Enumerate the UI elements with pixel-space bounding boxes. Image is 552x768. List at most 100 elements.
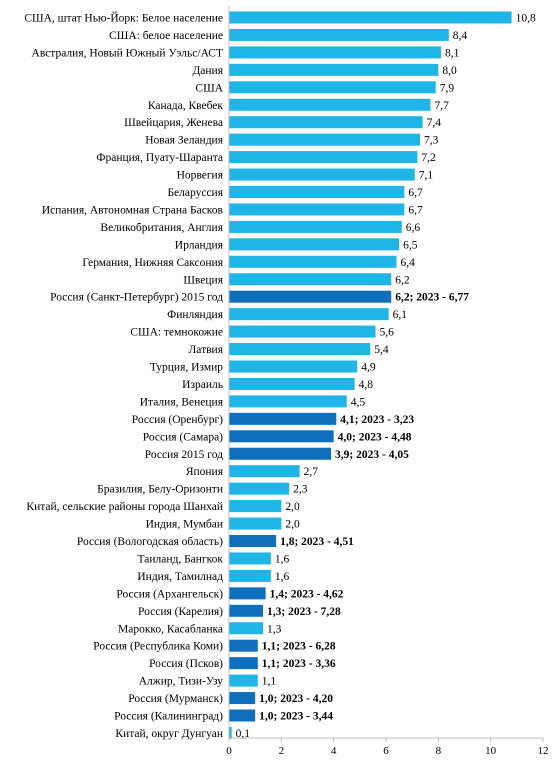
bar <box>229 220 402 233</box>
category-label: Россия (Псков) <box>149 658 223 670</box>
data-label: 5,6 <box>380 327 395 339</box>
x-axis: 0 2 4 6 8 10 12 <box>226 5 549 757</box>
data-label: 2,0 <box>285 501 300 513</box>
category-label: Испания, Автономная Страна Басков <box>42 204 224 216</box>
data-label: 3,9; 2023 - 4,05 <box>335 449 409 461</box>
category-label: Россия (Республика Коми) <box>93 641 223 653</box>
bar <box>229 273 392 286</box>
bars-layer <box>229 11 512 739</box>
bar-russia <box>229 447 332 460</box>
bar <box>229 500 282 513</box>
category-label: Россия (Калининград) <box>114 711 223 723</box>
bar <box>229 28 449 41</box>
category-label: Израиль <box>182 379 223 391</box>
data-label: 10,8 <box>516 13 536 25</box>
category-label: Канада, Квебек <box>148 100 224 112</box>
labels-layer: США, штат Нью-Йорк: Белое население 10,8 С… <box>24 11 536 740</box>
bar-russia <box>229 709 256 722</box>
category-label: Ирландия <box>175 239 224 251</box>
data-label: 6,5 <box>403 239 418 251</box>
bar <box>229 308 389 321</box>
category-label: Китай, сельские районы города Шанхай <box>26 501 223 513</box>
bar <box>229 465 300 478</box>
category-label: Китай, округ Дунгуан <box>115 728 223 740</box>
bar <box>229 395 347 408</box>
bar <box>229 622 264 635</box>
x-tick-label: 6 <box>383 745 389 757</box>
bar <box>229 116 423 129</box>
category-label: Япония <box>186 466 224 478</box>
category-label: Франция, Пуату-Шаранта <box>96 152 223 164</box>
data-label: 1,3; 2023 - 7,28 <box>267 606 341 618</box>
bar-russia <box>229 535 277 547</box>
data-label: 1,1; 2023 - 3,36 <box>262 658 336 670</box>
data-label: 4,9 <box>361 362 376 374</box>
bar <box>229 46 441 59</box>
bar <box>229 552 271 565</box>
category-label: Италия, Венеция <box>140 396 224 408</box>
data-label: 7,4 <box>427 117 442 129</box>
data-label: 8,1 <box>445 47 460 59</box>
category-label: Дания <box>192 65 223 77</box>
bar <box>229 168 415 181</box>
category-label: Финляндия <box>167 309 224 321</box>
x-tick-label: 2 <box>279 745 285 757</box>
bar <box>229 569 271 582</box>
bar <box>229 255 397 268</box>
data-label: 4,0; 2023 - 4,48 <box>338 431 412 443</box>
data-label: 1,6 <box>275 571 290 583</box>
data-label: 4,8 <box>359 379 374 391</box>
bar <box>229 98 431 111</box>
data-label: 6,6 <box>406 222 421 234</box>
data-label: 7,2 <box>421 152 436 164</box>
data-label: 7,7 <box>434 100 449 112</box>
category-label: США: темнокожие <box>130 327 223 339</box>
bar <box>229 11 512 24</box>
category-label: Россия (Карелия) <box>138 606 223 618</box>
x-tick-label: 8 <box>436 745 442 757</box>
data-label: 4,1; 2023 - 3,23 <box>340 414 414 426</box>
data-label: 6,2; 2023 - 6,77 <box>395 292 469 304</box>
category-label: Россия (Самара) <box>143 431 223 443</box>
bar-russia <box>229 290 392 303</box>
bar-russia <box>229 587 266 600</box>
category-label: Турция, Измир <box>150 362 223 374</box>
category-label: Норвегия <box>177 170 224 182</box>
category-label: Бразилия, Белу-Оризонти <box>97 484 223 496</box>
data-label: 1,0; 2023 - 4,20 <box>259 693 333 705</box>
bar <box>229 81 436 94</box>
category-label: США <box>195 82 223 94</box>
category-label: Новая Зеландия <box>145 135 223 147</box>
data-label: 1,1 <box>262 676 277 688</box>
bar <box>229 325 376 338</box>
data-label: 1,8; 2023 - 4,51 <box>280 536 354 548</box>
data-label: 1,4; 2023 - 4,62 <box>270 588 344 600</box>
bar-russia <box>229 412 337 425</box>
category-label: Россия (Вологодская область) <box>77 536 223 548</box>
category-label: Австралия, Новый Южный Уэльс/АСТ <box>32 47 223 59</box>
bar-russia <box>229 604 264 617</box>
data-label: 8,4 <box>453 30 468 42</box>
category-label: США: белое население <box>109 30 223 42</box>
data-label: 8,0 <box>442 65 457 77</box>
bar-russia <box>229 430 334 443</box>
bar-russia <box>229 657 258 670</box>
bar <box>229 674 258 687</box>
category-label: Швеция <box>183 274 223 286</box>
data-label: 0,1 <box>236 728 251 740</box>
data-label: 7,3 <box>424 135 439 147</box>
data-label: 1,6 <box>275 553 290 565</box>
category-label: Швейцария, Женева <box>124 117 223 129</box>
data-label: 1,1; 2023 - 6,28 <box>262 641 336 653</box>
data-label: 6,4 <box>400 257 415 269</box>
bar <box>229 238 400 251</box>
data-label: 6,7 <box>408 187 423 199</box>
bar <box>229 151 418 164</box>
category-label: Россия 2015 год <box>145 449 223 461</box>
bar <box>229 482 290 495</box>
category-label: Марокко, Касабланка <box>118 623 223 635</box>
category-label: США, штат Нью-Йорк: Белое население <box>24 11 223 25</box>
data-label: 6,7 <box>408 204 423 216</box>
data-label: 2,0 <box>285 519 300 531</box>
